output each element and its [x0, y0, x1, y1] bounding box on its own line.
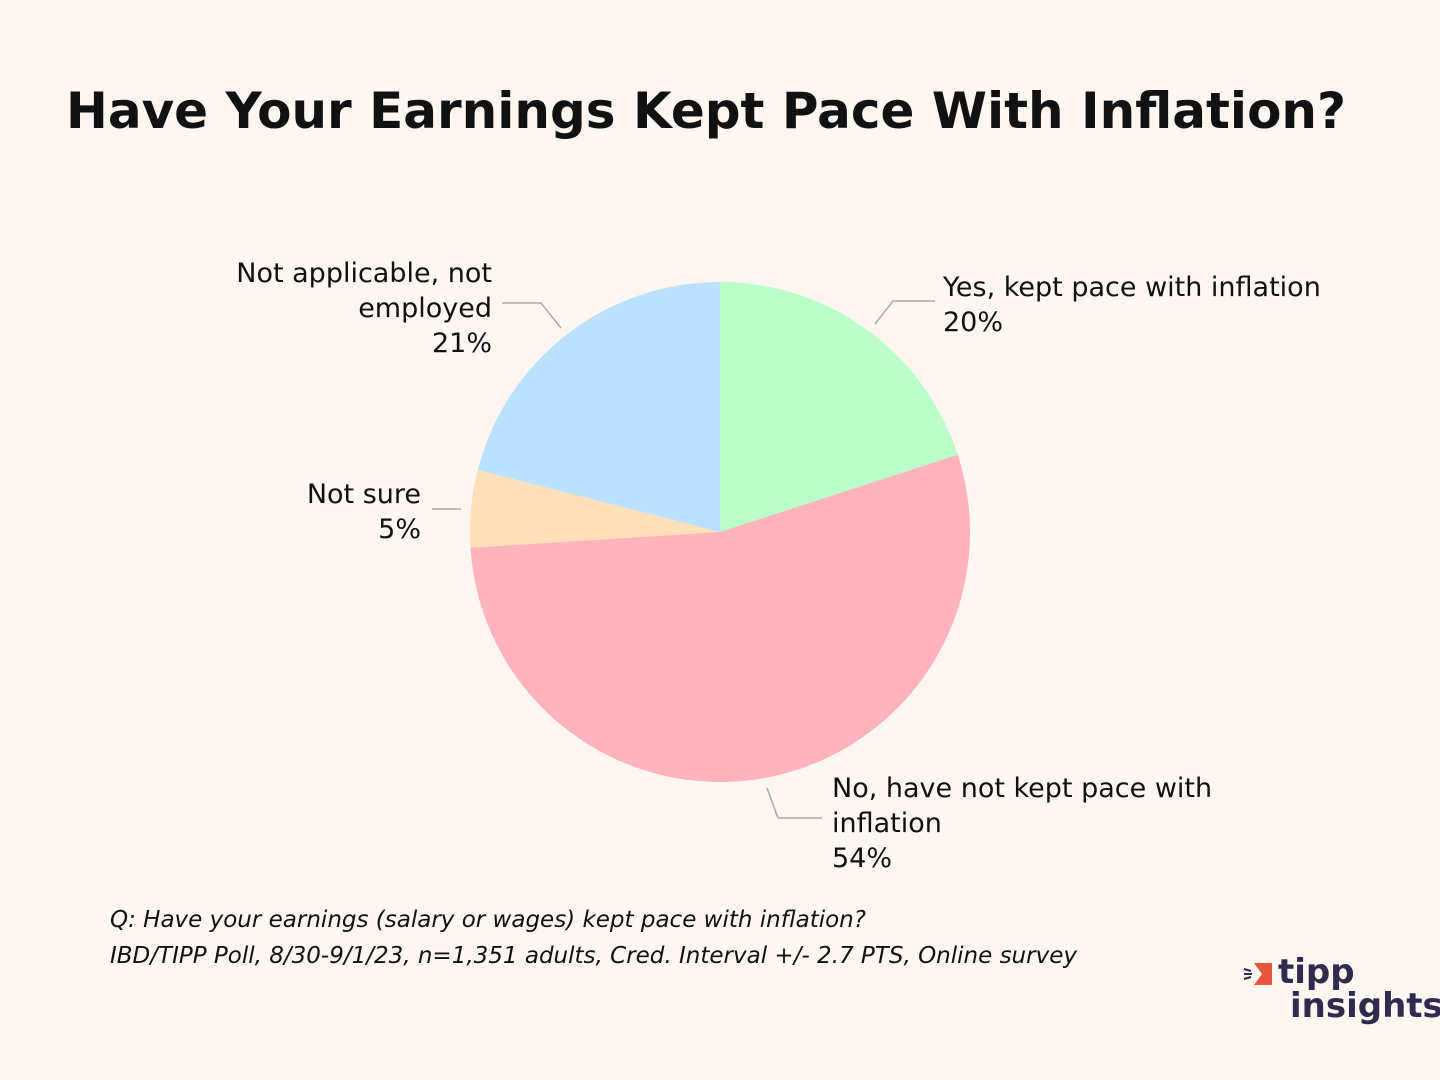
pie-slice: [720, 282, 958, 532]
category-label: No, have not kept pace with inflation: [832, 773, 1213, 839]
pie-slice: [470, 469, 720, 548]
footnote: IBD/TIPP Poll, 8/30-9/1/23, n=1,351 adul…: [110, 943, 1077, 969]
value-label: 20%: [943, 307, 1004, 338]
pie-slice: [470, 454, 970, 783]
leader-line: [502, 302, 562, 329]
category-label: Yes, kept pace with inflation: [943, 272, 1321, 303]
slice-label: Not applicable, not employed 21%: [212, 256, 492, 361]
logo-text: tipp: [1278, 952, 1355, 992]
footnote: Q: Have your earnings (salary or wages) …: [110, 907, 866, 933]
category-label: Not sure: [306, 479, 421, 510]
chart-title: Have Your Earnings Kept Pace With Inflat…: [65, 82, 1347, 140]
leader-line: [766, 787, 779, 819]
slice-label: Not sure 5%: [221, 477, 421, 547]
value-label: 54%: [832, 843, 893, 874]
pie-slice: [477, 282, 720, 532]
slice-label: Yes, kept pace with inflation 20%: [943, 270, 1363, 340]
value-label: 21%: [431, 328, 492, 359]
leader-line: [874, 300, 935, 325]
logo-text: insights: [1290, 986, 1440, 1026]
logo-icon: [1243, 963, 1272, 985]
logo: tipp insights: [1243, 955, 1440, 1026]
value-label: 5%: [378, 514, 421, 545]
slice-label: No, have not kept pace with inflation 54%: [832, 771, 1232, 876]
category-label: Not applicable, not employed: [236, 258, 492, 324]
